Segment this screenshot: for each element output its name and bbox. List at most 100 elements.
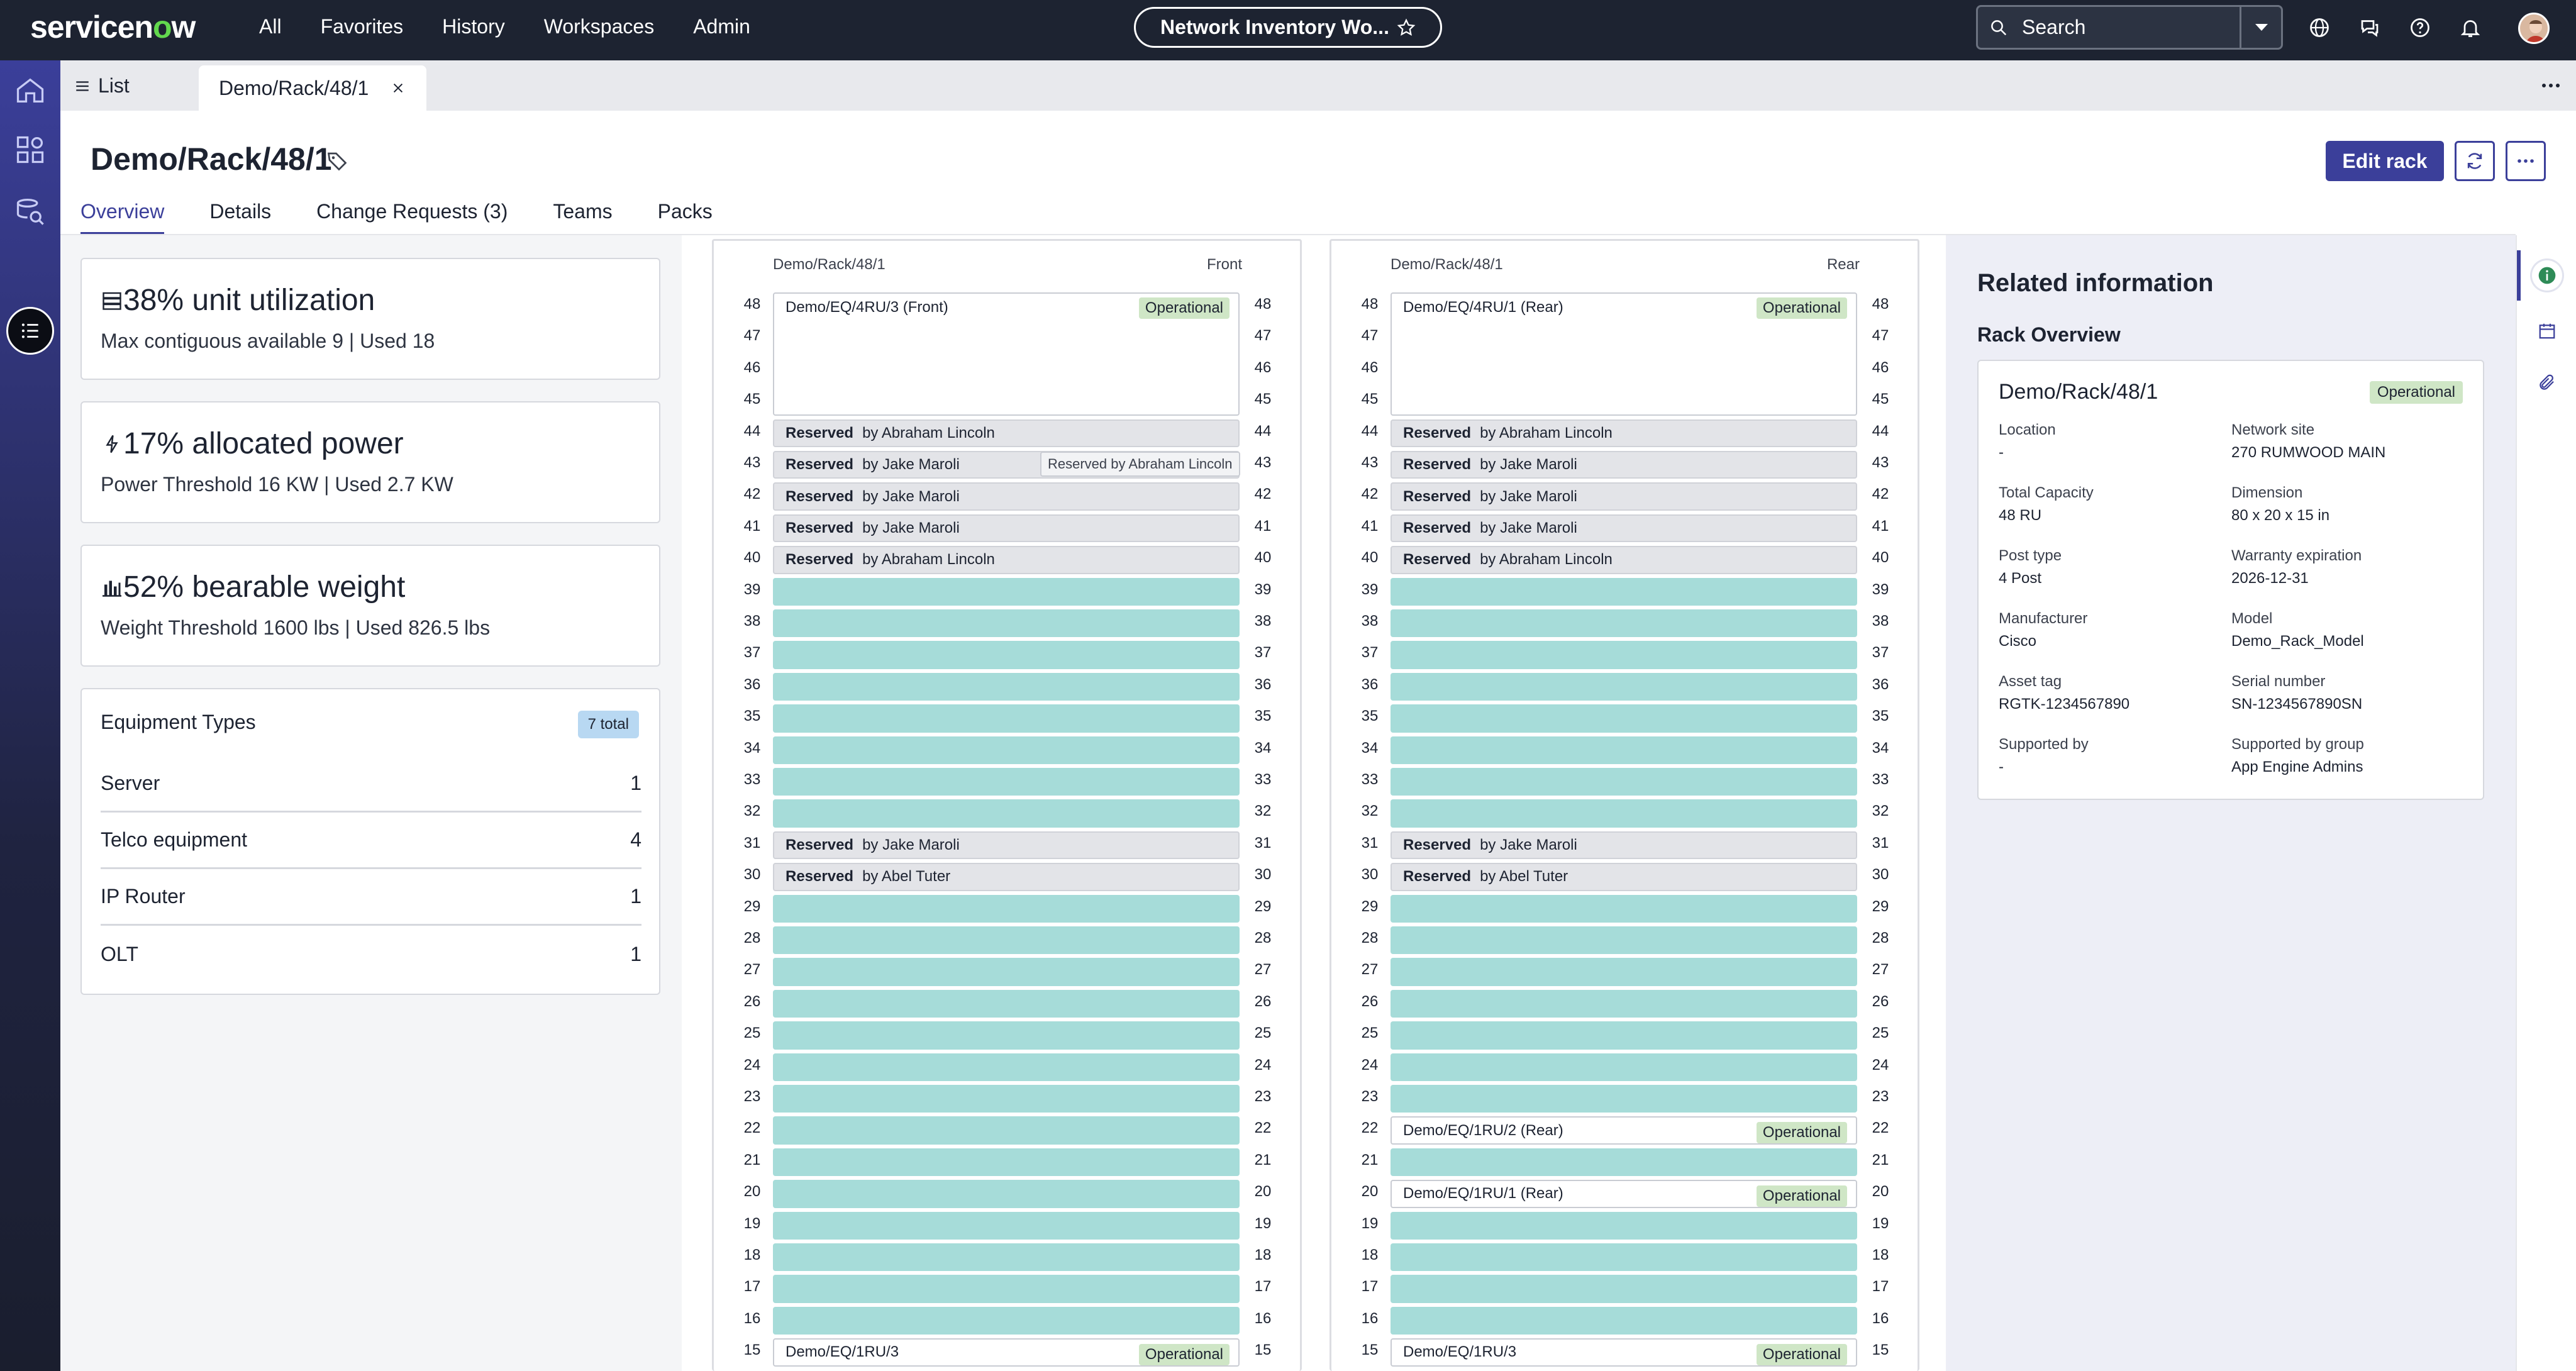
- rack-slot-available[interactable]: [773, 1211, 1240, 1240]
- tab-record[interactable]: Demo/Rack/48/1: [199, 65, 426, 111]
- rack-slot-available[interactable]: [1391, 958, 1857, 986]
- search-input[interactable]: Search: [2022, 16, 2086, 38]
- rack-slot-reserved[interactable]: Reserved by Abraham Lincoln: [1391, 546, 1857, 574]
- rack-slot-reserved[interactable]: Reserved by Jake Maroli: [1391, 482, 1857, 511]
- rack-slot-available[interactable]: [1391, 609, 1857, 638]
- info-button[interactable]: [2532, 260, 2562, 291]
- tab-packs[interactable]: Packs: [657, 200, 713, 223]
- rack-slot-available[interactable]: [773, 1180, 1240, 1208]
- rack-slot-available[interactable]: [1391, 1275, 1857, 1303]
- rack-slot-available[interactable]: [773, 1053, 1240, 1081]
- tab-list[interactable]: List: [74, 74, 130, 97]
- rack-slot-available[interactable]: [1391, 799, 1857, 828]
- inventory-search-icon[interactable]: [14, 195, 47, 228]
- star-icon[interactable]: [1397, 18, 1416, 37]
- workspaces-icon[interactable]: [14, 133, 47, 166]
- tab-teams[interactable]: Teams: [553, 200, 613, 223]
- rack-slot-available[interactable]: [1391, 577, 1857, 606]
- rack-slot-reserved[interactable]: Reserved by Abraham Lincoln: [773, 419, 1240, 447]
- rack-slot-available[interactable]: [773, 926, 1240, 955]
- rack-slot-available[interactable]: [1391, 1148, 1857, 1177]
- list-nav-button[interactable]: [6, 307, 54, 355]
- rack-slot-available[interactable]: [773, 958, 1240, 986]
- rack-slot-available[interactable]: [773, 704, 1240, 733]
- rack-slot-available[interactable]: [1391, 1021, 1857, 1050]
- nav-all[interactable]: All: [259, 15, 282, 38]
- tab-details[interactable]: Details: [209, 200, 272, 223]
- equipment-row[interactable]: Telco equipment 4: [101, 813, 641, 869]
- servicenow-logo[interactable]: servicenow: [30, 9, 196, 45]
- rack-slot-available[interactable]: [773, 768, 1240, 796]
- tab-change-requests[interactable]: Change Requests (3): [316, 200, 508, 223]
- workspace-pill[interactable]: Network Inventory Wo...: [1134, 7, 1442, 48]
- rack-slot-reserved[interactable]: Reserved by Abraham Lincoln: [1391, 419, 1857, 447]
- edit-rack-button[interactable]: Edit rack: [2326, 141, 2444, 181]
- rack-slot-equipment[interactable]: Demo/EQ/1RU/2 (Rear) Operational: [1391, 1116, 1857, 1145]
- rack-slot-reserved[interactable]: Reserved by Jake Maroli: [1391, 514, 1857, 543]
- rack-slot-available[interactable]: [1391, 704, 1857, 733]
- attachment-button[interactable]: [2532, 367, 2562, 397]
- rack-slot-available[interactable]: [773, 1021, 1240, 1050]
- rack-slot-available[interactable]: [773, 672, 1240, 701]
- calendar-button[interactable]: [2532, 316, 2562, 346]
- rack-slot-equipment[interactable]: Demo/EQ/4RU/3 (Front) Operational: [773, 292, 1240, 416]
- home-icon[interactable]: [14, 74, 47, 107]
- rack-slot-available[interactable]: [773, 609, 1240, 638]
- rack-slot-available[interactable]: [773, 1243, 1240, 1272]
- rack-slot-available[interactable]: [773, 1116, 1240, 1145]
- rack-slot-available[interactable]: [1391, 1211, 1857, 1240]
- rack-slot-available[interactable]: [1391, 1306, 1857, 1335]
- equipment-row[interactable]: OLT 1: [101, 926, 641, 982]
- rack-slot-available[interactable]: [1391, 1243, 1857, 1272]
- chat-icon[interactable]: [2358, 16, 2381, 39]
- rack-slot-available[interactable]: [773, 1306, 1240, 1335]
- rack-slot-available[interactable]: [773, 1148, 1240, 1177]
- rack-slot-available[interactable]: [1391, 736, 1857, 764]
- globe-icon[interactable]: [2308, 16, 2331, 39]
- rack-slot-reserved[interactable]: Reserved by Abel Tuter: [773, 863, 1240, 891]
- rack-slot-available[interactable]: [773, 577, 1240, 606]
- global-search[interactable]: Search: [1976, 5, 2283, 50]
- rack-slot-reserved[interactable]: Reserved by Jake Maroli: [773, 514, 1240, 543]
- rack-slot-equipment[interactable]: Demo/EQ/1RU/3 Operational: [773, 1338, 1240, 1367]
- rack-slot-available[interactable]: [1391, 894, 1857, 923]
- rack-slot-available[interactable]: [1391, 641, 1857, 669]
- rack-slot-available[interactable]: [1391, 1053, 1857, 1081]
- rack-slot-available[interactable]: [773, 894, 1240, 923]
- rack-slot-available[interactable]: [1391, 672, 1857, 701]
- rack-slot-available[interactable]: [773, 799, 1240, 828]
- search-dropdown-button[interactable]: [2240, 7, 2281, 48]
- refresh-button[interactable]: [2455, 141, 2495, 181]
- rack-slot-available[interactable]: [773, 736, 1240, 764]
- equipment-row[interactable]: Server 1: [101, 756, 641, 813]
- nav-favorites[interactable]: Favorites: [320, 15, 404, 38]
- equipment-row[interactable]: IP Router 1: [101, 869, 641, 926]
- user-avatar[interactable]: [2518, 13, 2550, 44]
- nav-workspaces[interactable]: Workspaces: [543, 15, 655, 38]
- rack-slot-available[interactable]: [773, 1275, 1240, 1303]
- rack-slot-reserved[interactable]: Reserved by Abraham Lincoln: [773, 546, 1240, 574]
- rack-slot-reserved[interactable]: Reserved by Abel Tuter: [1391, 863, 1857, 891]
- tab-overview[interactable]: Overview: [80, 200, 165, 235]
- rack-slot-available[interactable]: [773, 1085, 1240, 1113]
- help-icon[interactable]: [2409, 16, 2431, 39]
- rack-slot-available[interactable]: [1391, 989, 1857, 1018]
- rack-slot-equipment[interactable]: Demo/EQ/4RU/1 (Rear) Operational: [1391, 292, 1857, 416]
- tag-icon[interactable]: [326, 150, 348, 172]
- nav-admin[interactable]: Admin: [693, 15, 750, 38]
- more-icon[interactable]: [2541, 79, 2561, 92]
- more-actions-button[interactable]: [2506, 141, 2546, 181]
- rack-slot-reserved[interactable]: Reserved by Jake Maroli: [773, 831, 1240, 860]
- rack-slot-equipment[interactable]: Demo/EQ/1RU/3 Operational: [1391, 1338, 1857, 1367]
- rack-slot-available[interactable]: [1391, 926, 1857, 955]
- rack-slot-reserved[interactable]: Reserved by Jake Maroli: [1391, 831, 1857, 860]
- rack-slot-available[interactable]: [1391, 768, 1857, 796]
- close-icon[interactable]: [391, 81, 405, 95]
- bell-icon[interactable]: [2459, 16, 2482, 39]
- rack-slot-available[interactable]: [773, 989, 1240, 1018]
- rack-slot-available[interactable]: [1391, 1085, 1857, 1113]
- nav-history[interactable]: History: [442, 15, 505, 38]
- rack-slot-reserved[interactable]: Reserved by Jake Maroli: [773, 482, 1240, 511]
- rack-slot-available[interactable]: [773, 641, 1240, 669]
- rack-slot-reserved[interactable]: Reserved by Jake Maroli: [1391, 451, 1857, 479]
